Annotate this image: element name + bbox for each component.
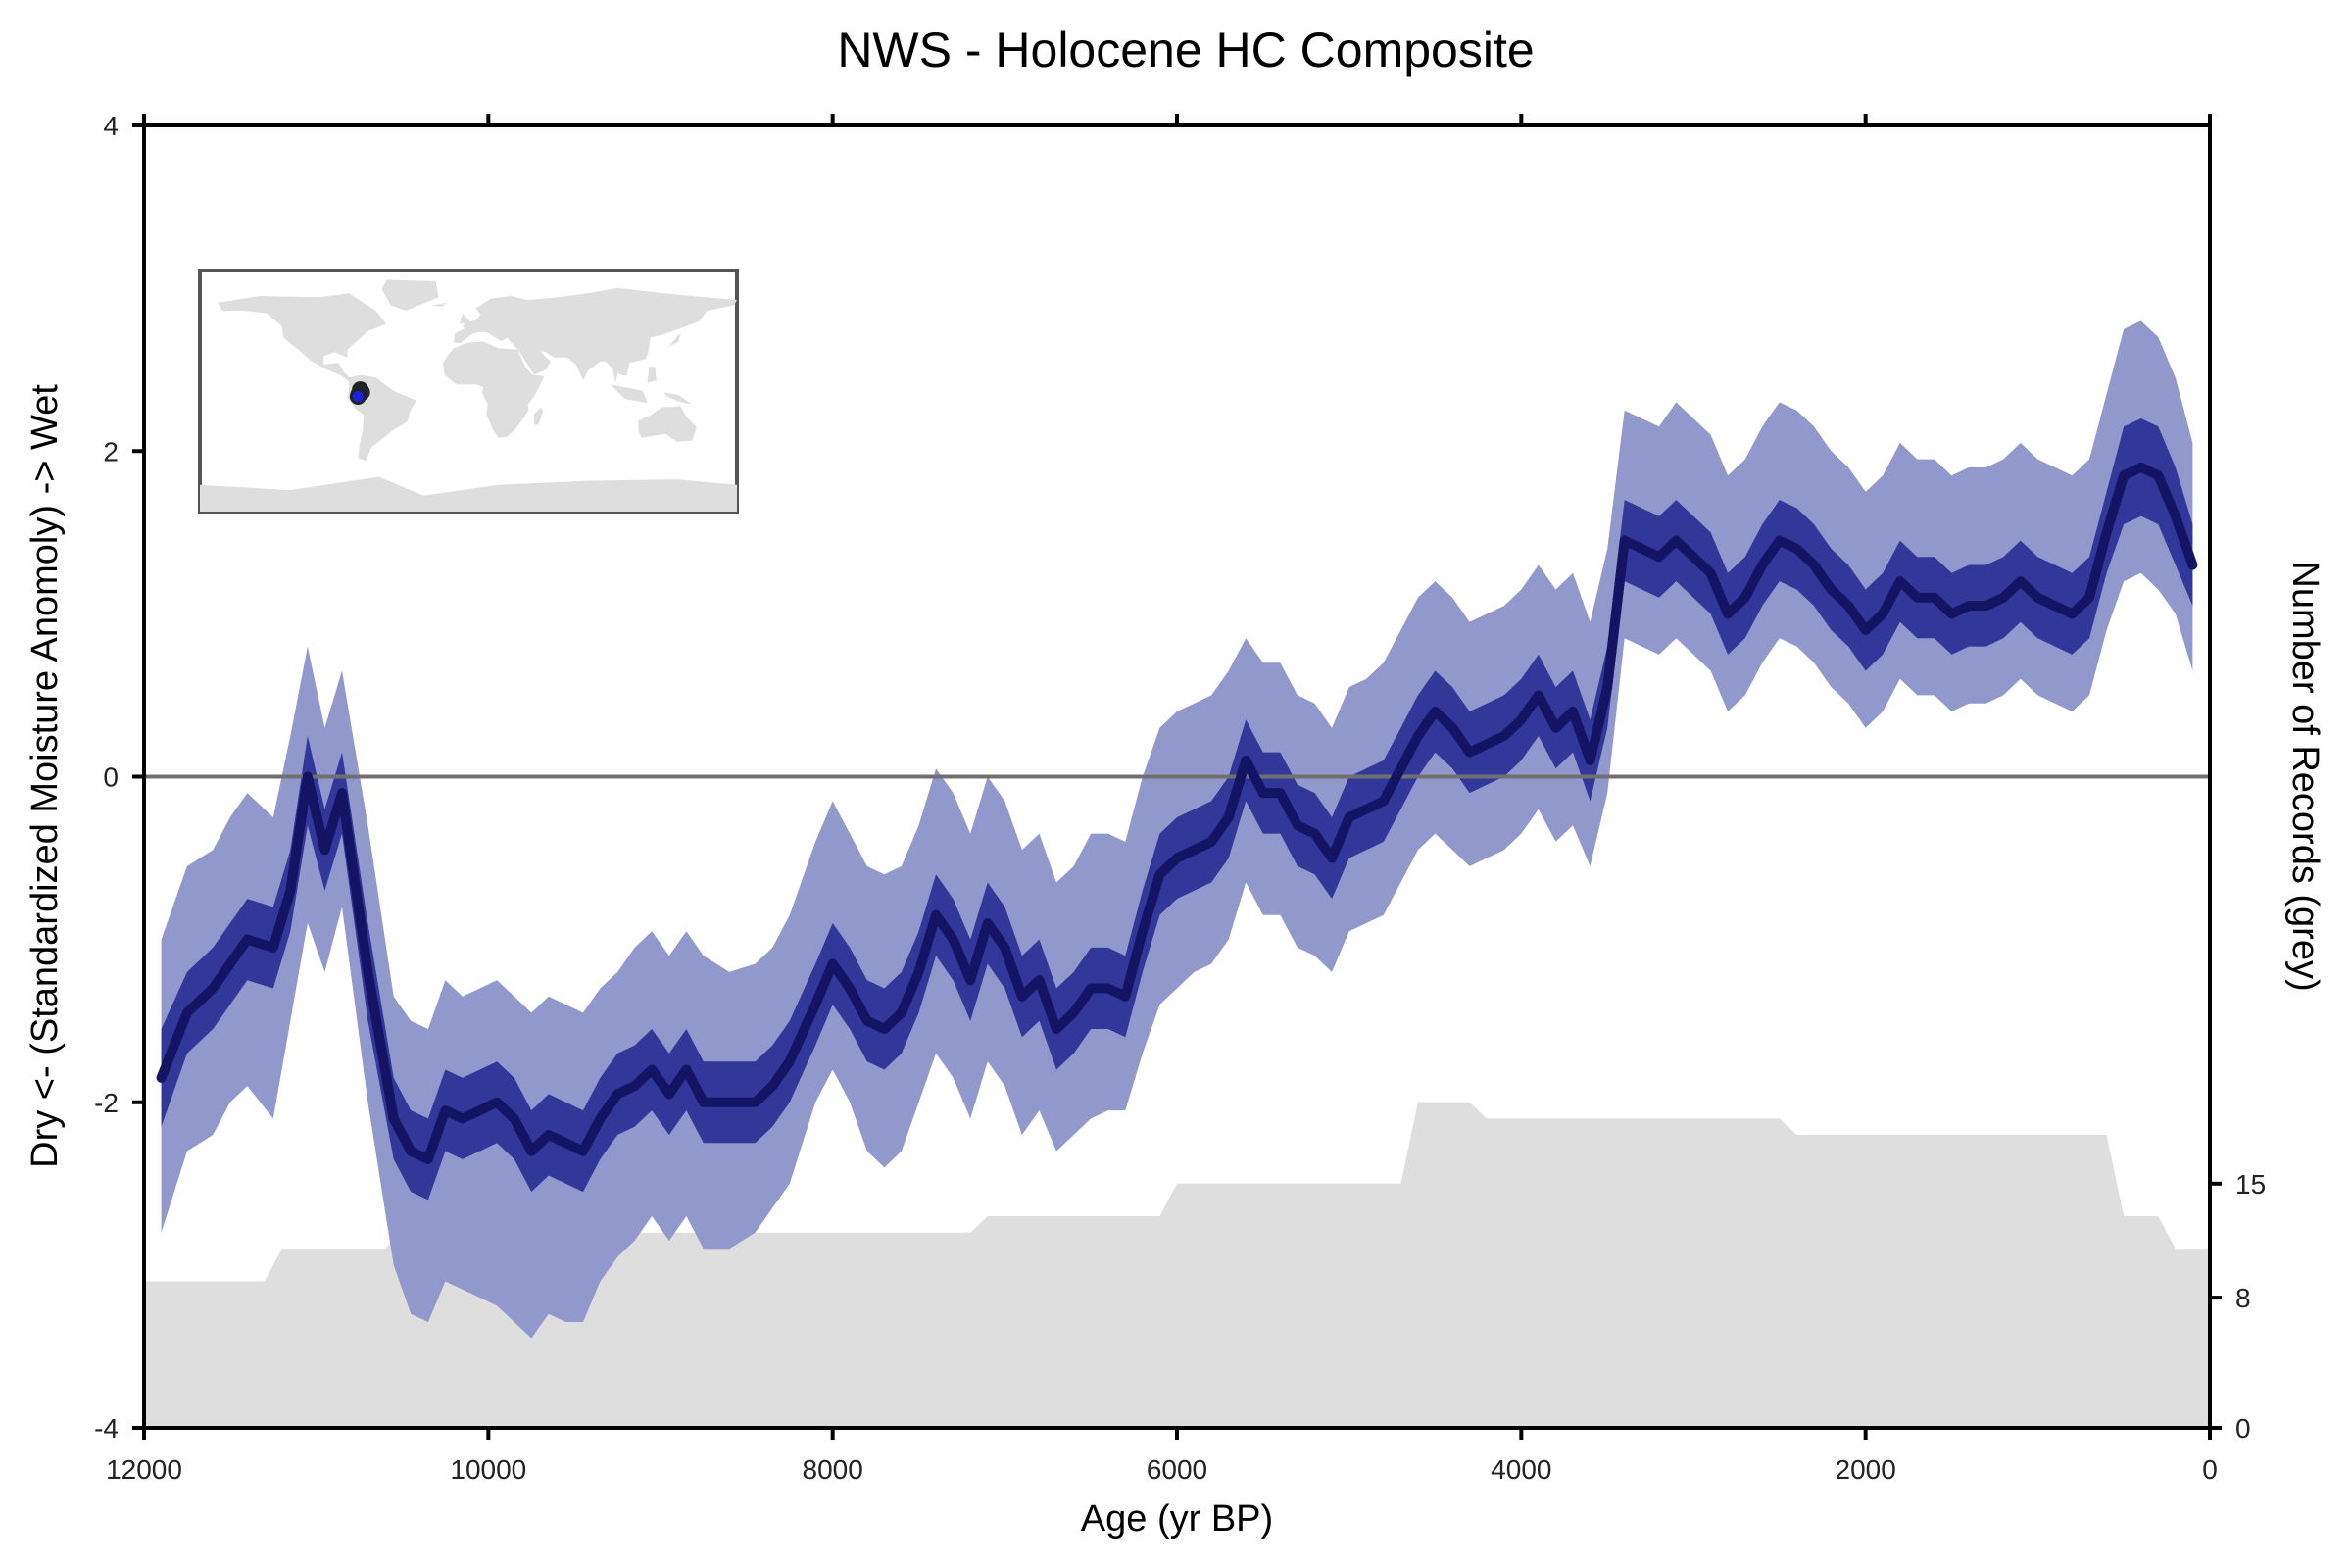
y-tick-label: 0 bbox=[103, 762, 119, 793]
median-layer bbox=[156, 462, 2198, 1164]
y2-tick-label: 8 bbox=[2235, 1283, 2251, 1313]
x-tick-label: 8000 bbox=[803, 1454, 863, 1485]
x-tick-label: 6000 bbox=[1147, 1454, 1207, 1485]
map-land bbox=[432, 302, 448, 307]
map-land bbox=[443, 341, 545, 438]
site-marker bbox=[349, 387, 367, 405]
chart-title: NWS - Holocene HC Composite bbox=[837, 23, 1534, 77]
y2-tick-label: 0 bbox=[2235, 1413, 2251, 1444]
map-land bbox=[534, 407, 544, 425]
ticks-layer: 12000 10000 8000 6000 4000 2000 0 -4 -2 0 2 4 0 8 15 bbox=[94, 111, 2266, 1485]
x-tick-label: 10000 bbox=[450, 1454, 526, 1485]
map-land bbox=[218, 293, 387, 382]
map-inset bbox=[198, 269, 739, 514]
x-tick-label: 4000 bbox=[1491, 1454, 1551, 1485]
y2-axis-label: Number of Records (grey) bbox=[2284, 561, 2326, 991]
map-land bbox=[638, 406, 697, 442]
y2-tick-label: 15 bbox=[2235, 1169, 2266, 1200]
median-line bbox=[156, 462, 2198, 1164]
records-layer bbox=[144, 1102, 2210, 1428]
x-tick-label: 0 bbox=[2202, 1454, 2218, 1485]
map-land bbox=[453, 287, 737, 390]
x-axis-label: Age (yr BP) bbox=[1081, 1498, 1273, 1540]
map-land bbox=[381, 279, 439, 311]
y-axis-label: Dry <- (Standardized Moisture Anomoly) -… bbox=[24, 384, 66, 1168]
map-land bbox=[610, 384, 648, 404]
map-land bbox=[647, 367, 657, 383]
map-land bbox=[662, 333, 681, 350]
x-tick-label: 2000 bbox=[1836, 1454, 1896, 1485]
y-tick-label: -2 bbox=[94, 1088, 119, 1118]
y-tick-label: 4 bbox=[103, 111, 119, 141]
map-land bbox=[200, 476, 737, 512]
map-land bbox=[459, 313, 471, 324]
records-area bbox=[144, 1102, 2210, 1428]
y-tick-label: -4 bbox=[94, 1413, 119, 1444]
map-land bbox=[663, 392, 693, 405]
y-tick-label: 2 bbox=[103, 436, 119, 466]
x-tick-label: 12000 bbox=[106, 1454, 182, 1485]
